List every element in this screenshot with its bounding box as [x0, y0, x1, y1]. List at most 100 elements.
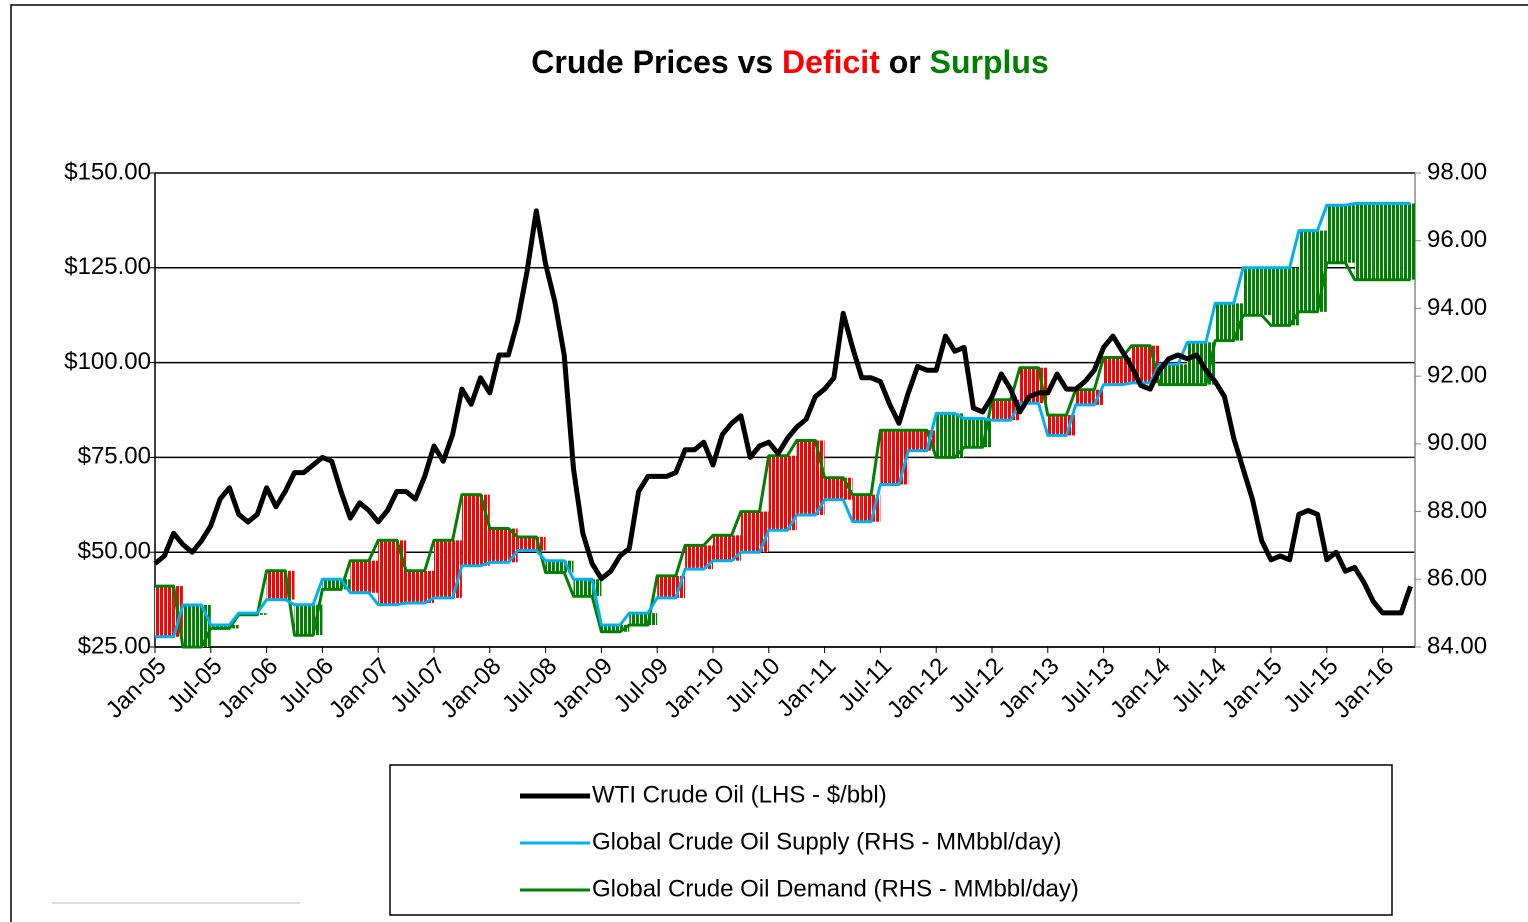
- surplus-bar: [964, 418, 974, 448]
- series-line: [155, 202, 1411, 639]
- title-part: or: [889, 44, 921, 80]
- deficit-bar: [164, 586, 174, 637]
- deficit-bar: [480, 494, 490, 566]
- surplus-bar: [564, 560, 574, 573]
- y-tick-label: $50.00: [78, 538, 151, 565]
- y-tick-label: $25.00: [78, 632, 151, 659]
- deficit-bar: [731, 535, 741, 561]
- chart-title: Crude Prices vs Deficit or Surplus: [531, 44, 1049, 80]
- deficit-bar: [359, 560, 369, 593]
- surplus-bar: [610, 624, 620, 632]
- deficit-bar: [889, 430, 899, 485]
- y2-tick-label: 96.00: [1427, 226, 1487, 253]
- deficit-bar: [833, 477, 844, 500]
- surplus-bar: [1401, 203, 1411, 280]
- surplus-bar: [1289, 267, 1299, 326]
- deficit-bar: [424, 570, 434, 603]
- deficit-bar: [750, 511, 760, 553]
- series-line: [153, 208, 1413, 616]
- surplus-bar: [1364, 203, 1374, 280]
- deficit-bar: [806, 440, 816, 515]
- deficit-bar: [155, 586, 165, 637]
- title-part: Surplus: [930, 44, 1049, 80]
- deficit-bar: [415, 570, 425, 603]
- surplus-bar: [257, 613, 267, 615]
- surplus-bar: [1336, 205, 1346, 263]
- deficit-bar: [471, 494, 481, 566]
- surplus-bar: [1178, 364, 1188, 385]
- deficit-bar: [1131, 345, 1141, 383]
- surplus-bar: [322, 579, 332, 590]
- deficit-bar: [285, 570, 295, 600]
- y-tick-label: $125.00: [64, 253, 151, 280]
- surplus-bar: [294, 604, 304, 636]
- deficit-bar: [666, 575, 676, 598]
- surplus-bar: [982, 418, 992, 448]
- surplus-bar: [1224, 303, 1234, 341]
- title-part: Deficit: [782, 44, 880, 80]
- surplus-bar: [1298, 230, 1309, 312]
- deficit-bar: [266, 570, 276, 600]
- surplus-bar: [1271, 267, 1281, 326]
- deficit-bar: [434, 540, 444, 598]
- series-line: [155, 261, 1411, 649]
- surplus-bar: [1317, 230, 1327, 312]
- deficit-bar: [396, 540, 407, 605]
- surplus-bar: [1243, 267, 1253, 316]
- deficit-bar: [657, 575, 667, 598]
- deficit-bar: [1103, 357, 1113, 385]
- deficit-bar: [1112, 357, 1123, 385]
- surplus-bar: [629, 613, 639, 625]
- deficit-bar: [350, 560, 360, 593]
- y-tick-label: $100.00: [64, 348, 151, 375]
- y-tick-label: $150.00: [64, 158, 151, 185]
- surplus-bar: [1159, 364, 1169, 385]
- surplus-bar: [313, 604, 323, 636]
- surplus-bar: [601, 624, 611, 632]
- deficit-bar: [722, 535, 732, 561]
- deficit-bar: [908, 430, 918, 451]
- surplus-bar: [210, 624, 221, 629]
- deficit-bar: [740, 511, 751, 553]
- deficit-bar: [499, 528, 509, 563]
- y2-tick-label: 98.00: [1427, 158, 1487, 185]
- deficit-bar: [1019, 367, 1030, 404]
- surplus-bar: [1215, 303, 1225, 341]
- legend-label: WTI Crude Oil (LHS - $/bbl): [592, 781, 887, 808]
- surplus-bar: [582, 579, 593, 597]
- deficit-bar: [275, 570, 286, 600]
- surplus-bar: [1326, 205, 1337, 263]
- y-tick-label: $75.00: [78, 443, 151, 470]
- surplus-bar: [1233, 303, 1244, 341]
- surplus-bar: [1187, 342, 1197, 385]
- surplus-bar: [973, 418, 983, 448]
- surplus-bar: [1252, 267, 1262, 316]
- deficit-bar: [443, 540, 453, 598]
- deficit-bar: [880, 430, 890, 485]
- deficit-bar: [815, 440, 825, 515]
- deficit-bar: [1140, 345, 1151, 383]
- deficit-bar: [536, 536, 546, 551]
- deficit-bar: [1085, 389, 1095, 405]
- deficit-bar: [917, 430, 927, 451]
- deficit-bar: [1001, 399, 1011, 421]
- deficit-bar: [387, 540, 397, 605]
- surplus-bar: [201, 605, 211, 647]
- deficit-bar: [508, 528, 518, 563]
- deficit-bar: [378, 540, 388, 605]
- y2-tick-label: 92.00: [1427, 361, 1487, 388]
- deficit-bar: [861, 494, 872, 522]
- deficit-bar: [1047, 415, 1058, 436]
- surplus-bar: [1354, 203, 1364, 280]
- deficit-bar: [824, 477, 834, 500]
- surplus-bar: [1261, 267, 1271, 316]
- surplus-bar: [1410, 203, 1415, 280]
- deficit-bar: [527, 536, 537, 551]
- deficit-bar: [406, 570, 416, 603]
- deficit-bar: [787, 455, 797, 531]
- legend-label: Global Crude Oil Demand (RHS - MMbbl/day…: [592, 875, 1079, 902]
- surplus-bar: [647, 613, 658, 625]
- deficit-bar: [368, 560, 379, 593]
- deficit-bar: [1057, 415, 1067, 436]
- surplus-bar: [545, 560, 555, 573]
